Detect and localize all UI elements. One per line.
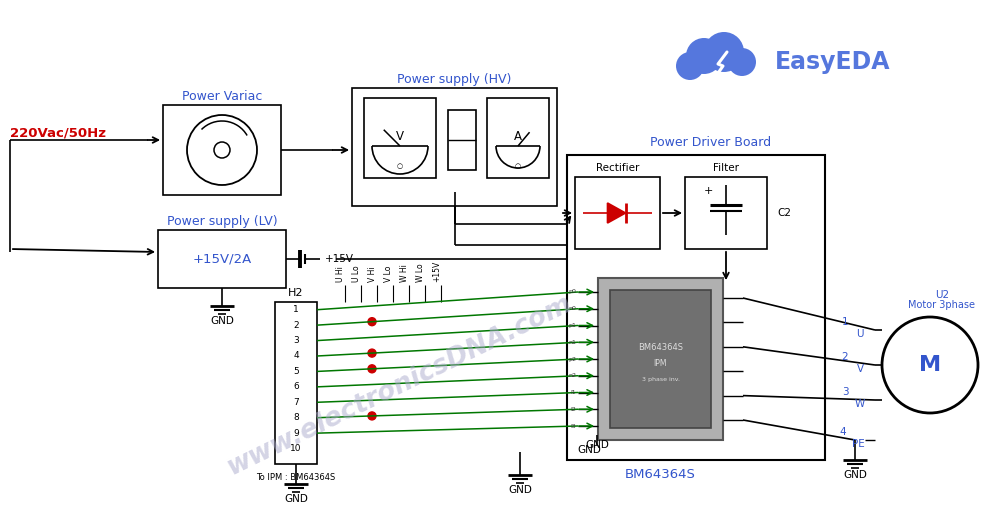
- Bar: [275, 302, 317, 464]
- Text: W: W: [854, 399, 865, 409]
- Text: 4: 4: [840, 427, 847, 437]
- Text: IPM: IPM: [654, 360, 668, 369]
- Circle shape: [368, 412, 376, 420]
- Text: +15V: +15V: [325, 254, 354, 264]
- Circle shape: [882, 317, 978, 413]
- Text: V: V: [856, 364, 863, 374]
- Text: 220Vac/50Hz: 220Vac/50Hz: [10, 126, 106, 140]
- Text: www.electronicsDNA.com: www.electronicsDNA.com: [224, 290, 577, 480]
- Text: 6: 6: [293, 382, 299, 391]
- Text: 4: 4: [293, 351, 299, 360]
- Text: 5: 5: [293, 367, 299, 376]
- Text: V Lo: V Lo: [384, 266, 393, 282]
- Text: Rectifier: Rectifier: [595, 163, 639, 173]
- Bar: [567, 155, 825, 460]
- Text: Motor 3phase: Motor 3phase: [909, 300, 975, 310]
- Text: U: U: [856, 329, 863, 339]
- Bar: [575, 177, 660, 249]
- Text: Power Variac: Power Variac: [182, 90, 262, 104]
- Text: GND: GND: [508, 485, 532, 495]
- Text: Power supply (HV): Power supply (HV): [398, 74, 511, 87]
- Text: U Lo: U Lo: [352, 266, 361, 282]
- Text: M: M: [919, 355, 942, 375]
- Text: ○: ○: [515, 163, 521, 169]
- Text: p1: p1: [568, 323, 576, 328]
- Text: To IPM : BM64364S: To IPM : BM64364S: [256, 473, 335, 482]
- Text: 1: 1: [293, 305, 299, 314]
- Circle shape: [368, 349, 376, 357]
- Circle shape: [728, 48, 756, 76]
- Text: 9: 9: [293, 428, 299, 437]
- Circle shape: [704, 32, 744, 72]
- Bar: [163, 105, 281, 195]
- Text: 3 phase inv.: 3 phase inv.: [642, 377, 679, 381]
- Text: GND: GND: [284, 494, 308, 504]
- Text: ○: ○: [397, 163, 404, 169]
- Bar: [448, 110, 476, 170]
- Text: 10: 10: [290, 444, 302, 453]
- Text: Filter: Filter: [713, 163, 739, 173]
- Text: H2: H2: [288, 288, 304, 298]
- Text: BM64364S: BM64364S: [625, 468, 696, 480]
- Bar: [610, 290, 711, 428]
- Text: GND: GND: [843, 470, 867, 480]
- Text: GND: GND: [577, 445, 601, 455]
- Text: GND: GND: [210, 316, 234, 326]
- Text: A: A: [514, 130, 522, 142]
- Text: 1: 1: [842, 317, 849, 327]
- Text: PE: PE: [852, 439, 864, 449]
- Bar: [685, 177, 767, 249]
- Text: GND: GND: [585, 440, 609, 450]
- Text: U Hi: U Hi: [336, 266, 345, 282]
- Bar: [487, 98, 549, 178]
- Text: 3: 3: [842, 387, 849, 397]
- Text: 8: 8: [293, 413, 299, 422]
- Text: U2: U2: [935, 290, 949, 300]
- Text: p2: p2: [568, 357, 576, 361]
- Bar: [352, 88, 557, 206]
- Text: n0: n0: [568, 306, 576, 311]
- Text: n2: n2: [568, 373, 576, 378]
- Bar: [364, 98, 436, 178]
- Text: 3: 3: [293, 336, 299, 345]
- Text: +15V/2A: +15V/2A: [193, 252, 251, 266]
- Text: l1: l1: [571, 390, 576, 395]
- Text: l2: l2: [571, 407, 576, 412]
- Text: 7: 7: [293, 398, 299, 407]
- Text: Power Driver Board: Power Driver Board: [651, 136, 771, 150]
- Text: +15V: +15V: [432, 261, 441, 282]
- Bar: [158, 230, 286, 288]
- Text: 2: 2: [293, 321, 299, 330]
- Circle shape: [368, 365, 376, 373]
- Text: n1: n1: [568, 340, 576, 345]
- Text: l3: l3: [571, 424, 576, 428]
- Circle shape: [368, 318, 376, 326]
- Circle shape: [676, 52, 704, 80]
- Text: Power supply (LV): Power supply (LV): [167, 214, 277, 227]
- Text: W Hi: W Hi: [400, 264, 409, 282]
- Polygon shape: [607, 203, 625, 223]
- Bar: [598, 278, 723, 440]
- Text: EasyEDA: EasyEDA: [775, 50, 890, 74]
- Text: p0: p0: [568, 289, 576, 295]
- Text: V Hi: V Hi: [368, 267, 377, 282]
- Text: W Lo: W Lo: [416, 263, 425, 282]
- Text: 2: 2: [842, 352, 849, 362]
- Text: BM64364S: BM64364S: [638, 342, 683, 351]
- Text: C2: C2: [777, 208, 791, 218]
- Text: V: V: [396, 130, 404, 142]
- Text: +: +: [703, 186, 713, 196]
- Circle shape: [686, 38, 722, 74]
